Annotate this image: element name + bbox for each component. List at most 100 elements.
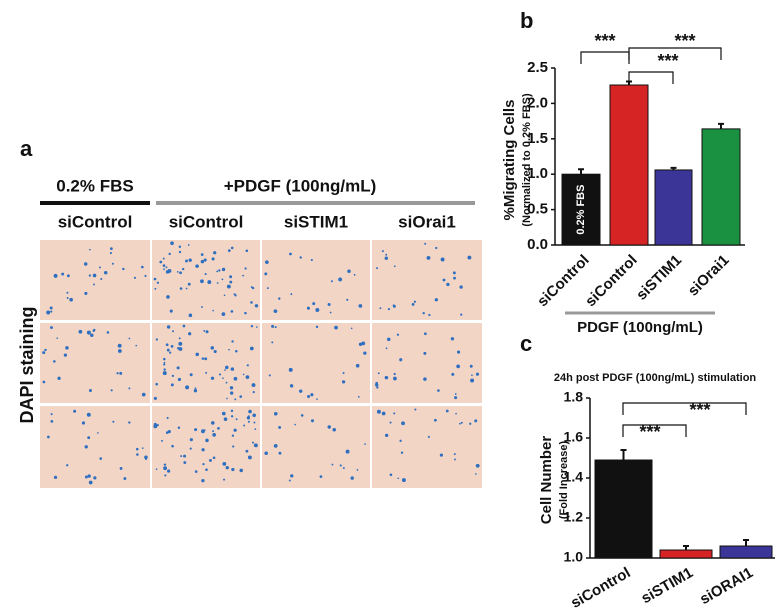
nucleus [357,395,360,398]
nucleus [342,467,345,470]
nucleus [189,447,192,450]
nucleus [341,380,346,384]
nucleus [307,394,311,398]
nucleus [245,249,249,253]
nucleus [389,421,392,424]
nucleus [144,455,148,460]
nucleus [316,398,318,400]
nucleus [273,443,278,448]
nucleus [116,372,119,375]
nucleus [166,416,169,419]
nucleus [221,267,226,272]
nucleus [225,365,229,370]
nucleus [384,256,389,260]
x-tick-label: siControl [582,252,641,311]
nucleus [426,255,431,260]
nucleus [474,419,478,423]
nucleus [232,445,235,448]
nucleus [170,383,174,387]
nucleus [319,475,323,478]
image-tile [152,406,260,488]
nucleus [235,418,238,421]
nucleus [230,415,234,418]
nucleus [212,456,216,460]
nucleus [273,412,278,416]
nucleus [61,272,65,276]
nucleus [290,293,293,296]
nucleus [264,272,268,276]
nucleus [381,250,384,253]
nucleus [162,264,166,267]
nucleus [400,451,404,454]
nucleus [453,276,456,280]
nucleus [423,351,427,355]
nucleus [65,346,69,350]
nucleus [163,466,168,471]
nucleus [310,393,314,397]
x-tick-label: siControl [568,564,634,611]
nucleus [392,304,396,308]
y-axis-label: (Fold Increase) [558,441,570,520]
nucleus [252,391,255,394]
y-tick-label: 1.0 [564,549,584,565]
nucleus [244,267,247,270]
nucleus [53,475,58,479]
nucleus [423,377,427,381]
x-tick-label: siORAI1 [697,564,756,608]
nucleus [471,374,473,377]
nucleus [83,262,88,266]
nucleus [306,306,310,310]
nucleus [222,462,227,466]
nucleus [212,433,216,437]
y-tick-label: 1.5 [527,130,548,147]
nucleus [195,264,199,268]
nucleus [264,451,268,456]
nucleus [251,441,254,444]
significance-bracket [580,51,630,64]
nucleus [268,374,271,377]
nucleus [164,474,167,477]
nucleus [166,295,170,299]
nucleus [393,372,396,376]
image-tile [372,240,482,320]
nucleus [254,304,259,308]
nucleus [161,439,163,442]
nucleus [178,245,182,248]
nucleus [329,311,332,314]
significance-label: *** [657,51,678,71]
nucleus [226,284,231,289]
nucleus [396,333,400,336]
nucleus [176,271,179,273]
nucleus [385,347,388,350]
nucleus [66,274,70,278]
nucleus [155,338,159,341]
nucleus [183,461,187,464]
nucleus [141,392,146,397]
significance-bracket [622,402,747,415]
nucleus [205,468,208,471]
nucleus [87,436,91,440]
nucleus [204,357,208,361]
nucleus [205,330,209,334]
y-axis-label: %Migrating Cells [501,100,518,221]
nucleus [178,337,181,340]
nucleus [246,416,251,420]
nucleus [422,311,425,315]
nucleus [435,246,438,250]
nucleus [243,424,246,427]
y-tick-label: 0.5 [527,201,548,218]
nucleus [470,378,475,383]
nucleus [315,307,320,312]
nucleus [327,425,331,429]
nucleus [178,250,182,254]
nucleus [393,265,396,268]
nucleus [73,409,77,413]
nucleus [253,443,258,448]
nucleus [229,275,233,279]
nucleus [288,479,291,482]
nucleus [106,331,110,334]
nucleus [224,369,226,371]
nucleus [93,476,97,480]
row-label: DAPI staining [17,306,37,423]
nucleus [225,381,228,384]
